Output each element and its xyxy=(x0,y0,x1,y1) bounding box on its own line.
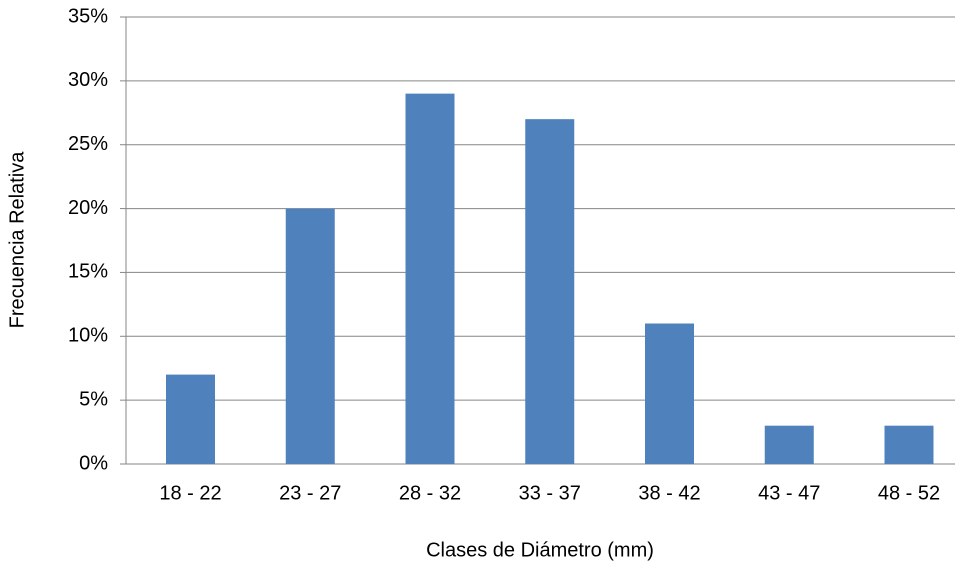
bar xyxy=(405,93,455,464)
x-tick-label: 18 - 22 xyxy=(159,482,221,504)
bar xyxy=(645,323,694,464)
x-tick-label: 38 - 42 xyxy=(638,482,700,504)
x-tick-label: 48 - 52 xyxy=(878,482,940,504)
bar xyxy=(764,425,814,464)
y-tick-label: 5% xyxy=(79,388,108,410)
x-tick-label: 43 - 47 xyxy=(758,482,820,504)
y-tick-label: 35% xyxy=(68,5,108,27)
bar xyxy=(166,374,215,464)
x-axis-title: Clases de Diámetro (mm) xyxy=(426,539,654,561)
bar xyxy=(525,119,575,465)
y-tick-label: 25% xyxy=(68,133,108,155)
y-axis-title: Frecuencia Relativa xyxy=(6,151,28,329)
y-tick-label: 30% xyxy=(68,69,108,91)
y-tick-label: 15% xyxy=(68,261,108,283)
x-tick-label: 33 - 37 xyxy=(519,482,581,504)
y-tick-label: 20% xyxy=(68,197,108,219)
bar xyxy=(884,425,934,464)
x-tick-label: 28 - 32 xyxy=(399,482,461,504)
y-tick-label: 10% xyxy=(68,325,108,347)
bar xyxy=(285,208,335,464)
y-tick-label: 0% xyxy=(79,452,108,474)
x-tick-label: 23 - 27 xyxy=(279,482,341,504)
